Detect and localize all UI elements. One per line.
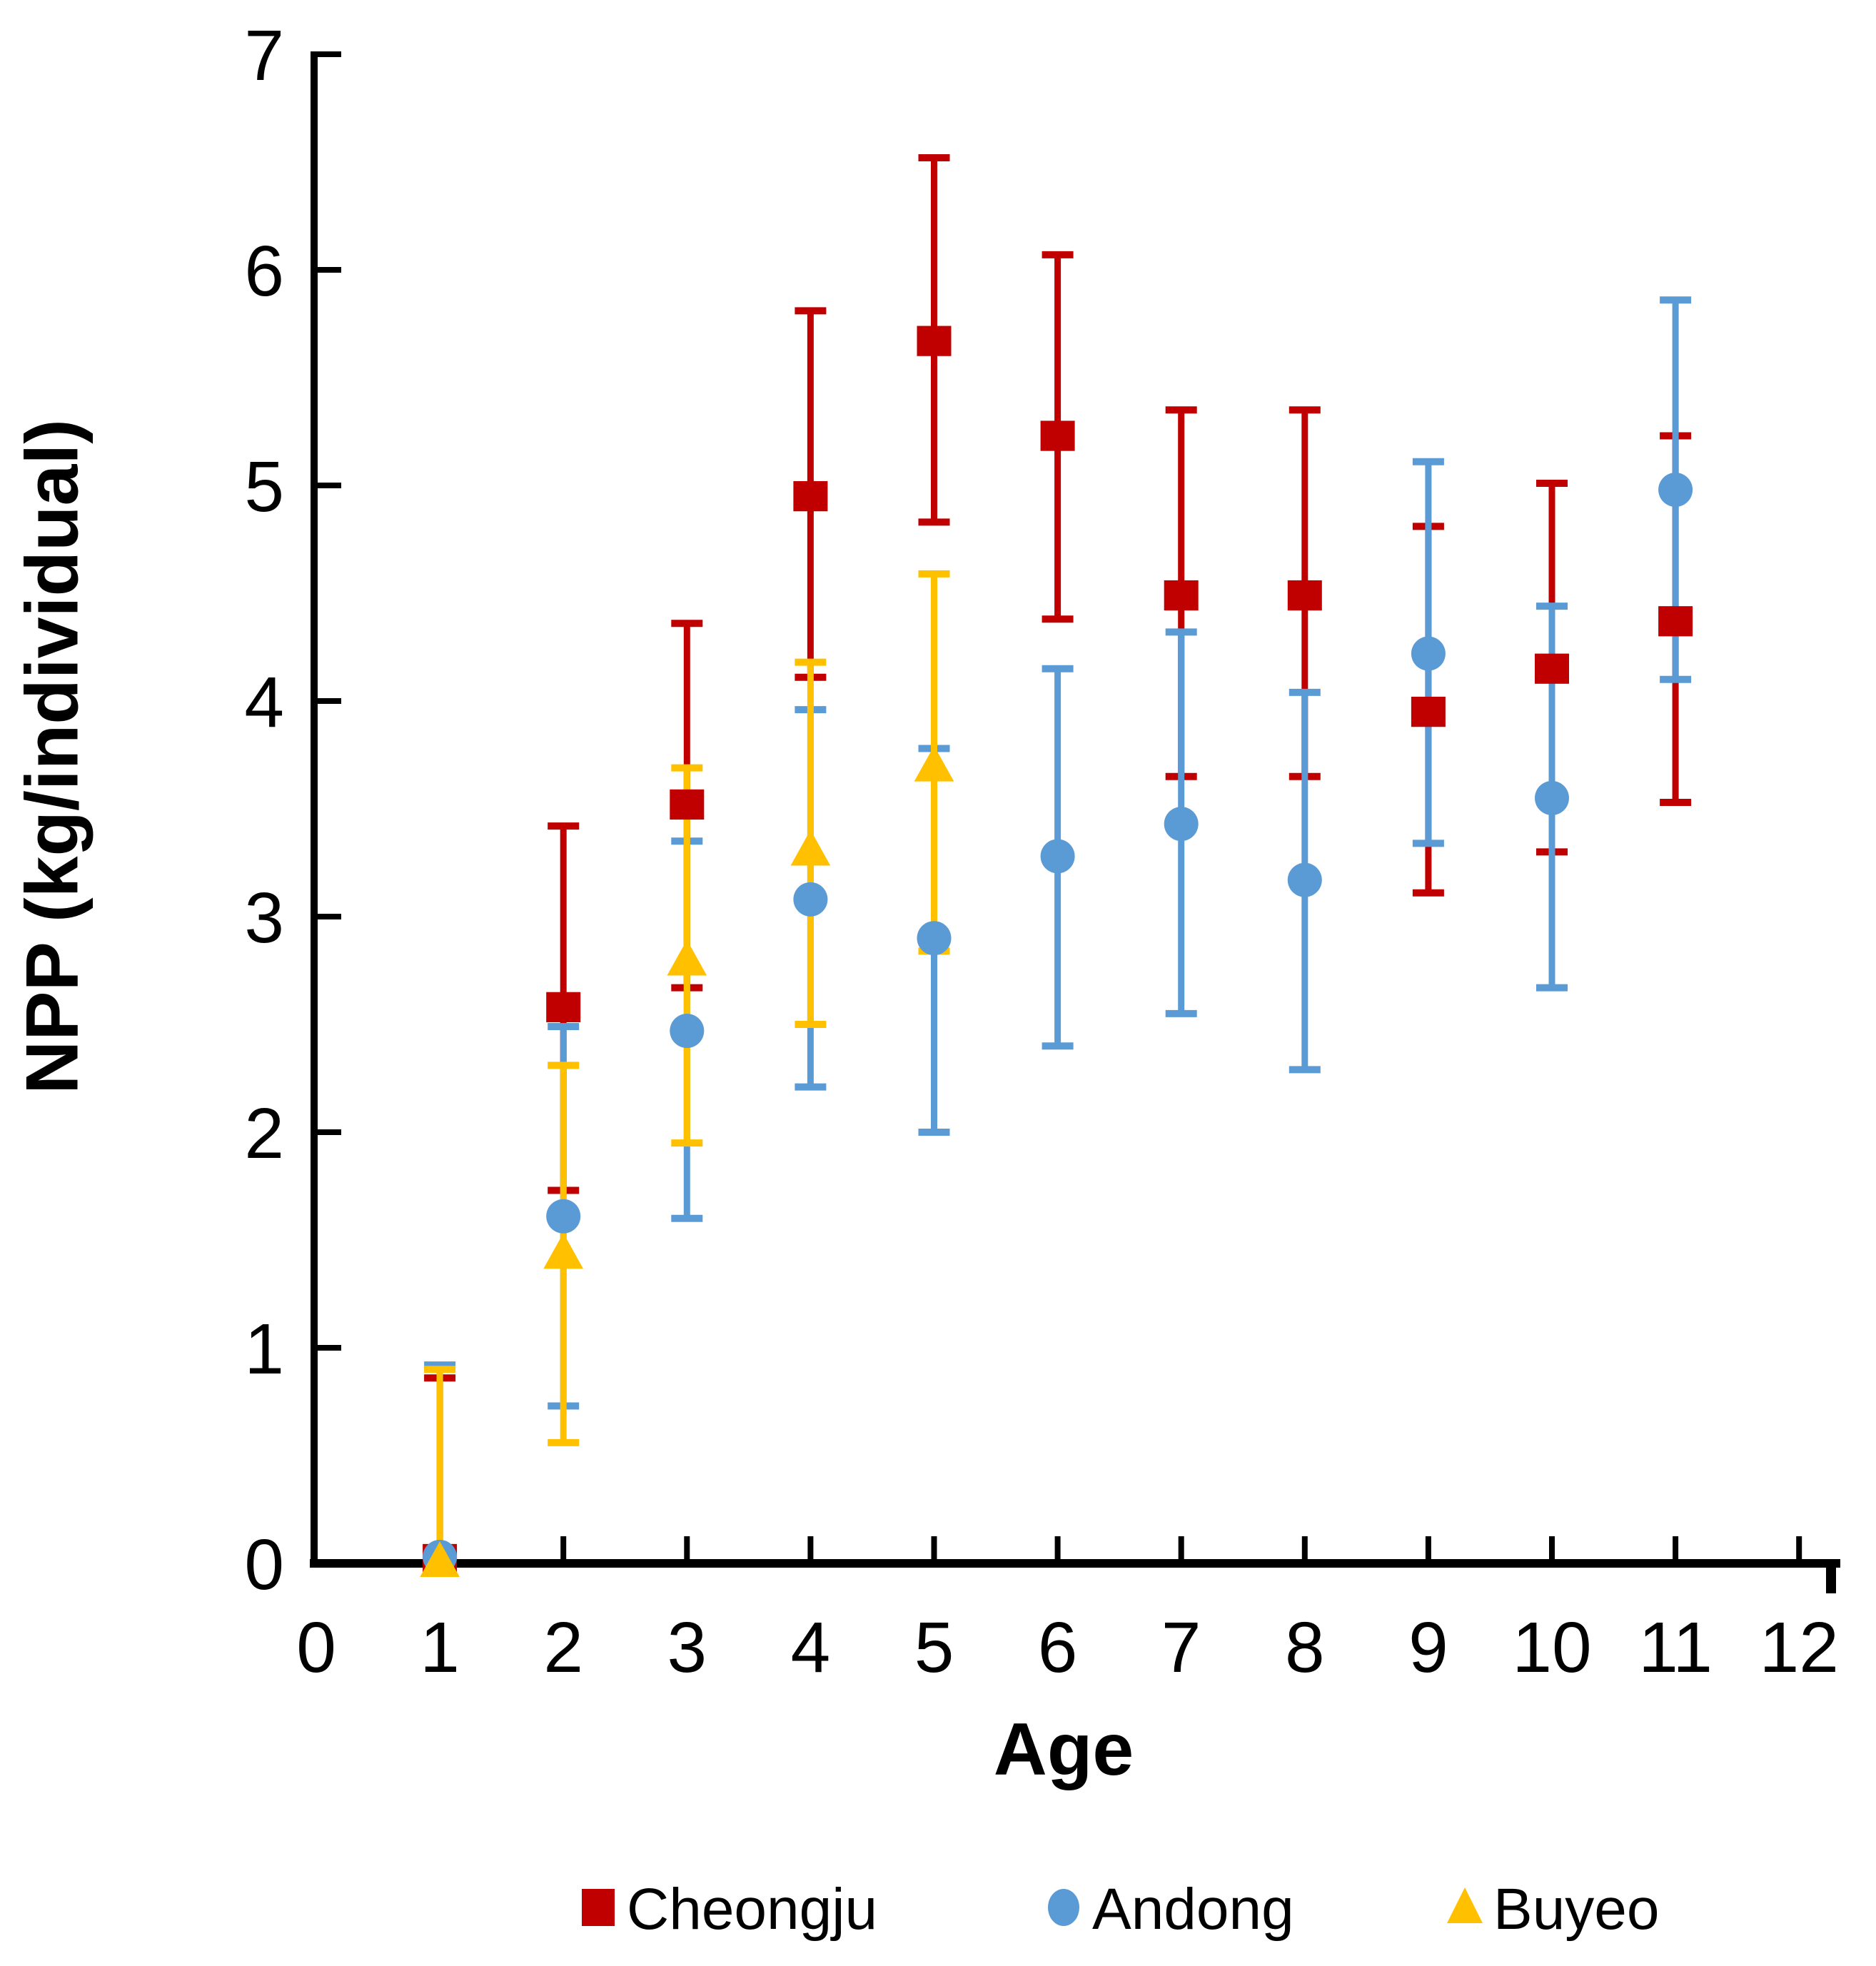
x-tick-label: 6 xyxy=(1038,1608,1078,1688)
legend-marker-square xyxy=(582,1889,615,1926)
x-tick-label: 9 xyxy=(1408,1608,1448,1688)
marker-triangle xyxy=(914,745,954,782)
x-tick-label: 7 xyxy=(1161,1608,1201,1688)
x-tick-label: 5 xyxy=(914,1608,954,1688)
marker-square xyxy=(546,992,581,1022)
x-tick-label: 1 xyxy=(420,1608,460,1688)
y-tick-label: 1 xyxy=(244,1309,284,1389)
marker-square xyxy=(917,326,952,356)
series-buyeo-markers xyxy=(420,745,954,1578)
x-tick-label: 8 xyxy=(1285,1608,1325,1688)
marker-circle xyxy=(670,1014,705,1049)
marker-triangle xyxy=(667,939,707,976)
marker-triangle xyxy=(543,1233,584,1269)
x-tick-label: 11 xyxy=(1638,1608,1713,1688)
legend-label: Andong xyxy=(1092,1877,1294,1942)
marker-circle xyxy=(793,882,828,917)
marker-square xyxy=(1658,606,1693,637)
x-tick-label: 3 xyxy=(667,1608,707,1688)
y-tick-label: 0 xyxy=(244,1525,284,1605)
marker-square xyxy=(793,480,828,512)
y-tick-label: 3 xyxy=(244,878,284,958)
x-tick-label: 0 xyxy=(296,1608,336,1688)
marker-triangle xyxy=(790,830,831,866)
legend: Cheongju Andong Buyeo xyxy=(582,1877,1660,1942)
marker-square xyxy=(1411,696,1446,727)
marker-circle xyxy=(1658,473,1693,508)
y-axis-title: NPP (kg/individual) xyxy=(11,419,94,1094)
marker-circle xyxy=(917,921,952,956)
x-axis-title: Age xyxy=(994,1708,1134,1791)
marker-circle xyxy=(1411,636,1446,671)
marker-square xyxy=(1287,580,1322,611)
x-tick-label: 10 xyxy=(1512,1608,1591,1688)
legend-marker-circle xyxy=(1048,1889,1079,1926)
legend-item-cheongju: Cheongju xyxy=(582,1877,877,1942)
y-tick-label: 5 xyxy=(244,447,284,527)
y-tick-label: 2 xyxy=(244,1094,284,1174)
marker-square xyxy=(1164,580,1199,611)
marker-square xyxy=(1040,420,1075,451)
marker-square xyxy=(670,789,705,820)
series-andong-markers xyxy=(423,473,1693,1574)
x-tick-label: 2 xyxy=(543,1608,583,1688)
legend-marker-triangle xyxy=(1447,1887,1483,1923)
legend-item-andong: Andong xyxy=(1048,1877,1294,1942)
legend-label: Buyeo xyxy=(1493,1877,1660,1942)
legend-item-buyeo: Buyeo xyxy=(1447,1877,1660,1942)
marker-circle xyxy=(546,1199,581,1234)
marker-circle xyxy=(1164,807,1199,842)
y-tick-label: 4 xyxy=(244,662,284,742)
marker-triangle xyxy=(420,1541,460,1578)
y-tick-label: 7 xyxy=(244,16,284,96)
legend-label: Cheongju xyxy=(627,1877,877,1942)
marker-circle xyxy=(1535,780,1569,815)
x-tick-label: 12 xyxy=(1760,1608,1839,1688)
y-tick-label: 6 xyxy=(244,231,284,311)
marker-square xyxy=(1535,653,1569,684)
x-tick-label: 4 xyxy=(791,1608,831,1688)
marker-circle xyxy=(1287,862,1322,897)
marker-circle xyxy=(1040,839,1075,874)
